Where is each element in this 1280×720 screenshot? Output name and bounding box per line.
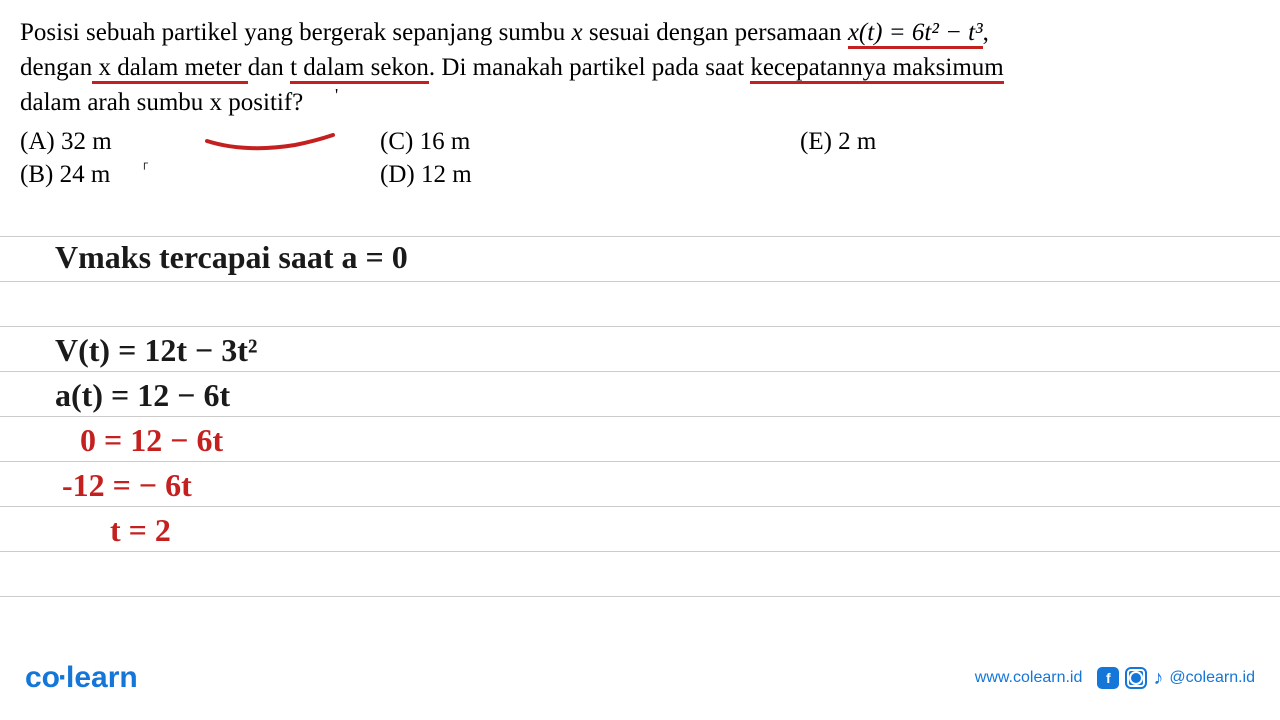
option-d: (D) 12 m <box>380 161 800 189</box>
footer-right: www.colearn.id f ♪ @colearn.id <box>975 667 1255 690</box>
logo-co: co <box>25 661 60 694</box>
hw-line-3: a(t) = 12 − 6t <box>55 377 230 414</box>
ruled-line <box>0 371 1280 372</box>
option-e: (E) 2 m <box>800 128 1000 156</box>
ruled-line <box>0 596 1280 597</box>
ruled-line <box>0 236 1280 237</box>
handwriting-area: Vmaks tercapai saat a = 0 V(t) = 12t − 3… <box>0 224 1280 634</box>
question-text: Posisi sebuah partikel yang bergerak sep… <box>20 15 1260 120</box>
hw-line-5: -12 = − 6t <box>62 467 192 504</box>
underline-swoosh-icon <box>205 133 335 158</box>
equation: x(t) = 6t² − t³ <box>848 19 983 49</box>
option-c: (C) 16 m <box>380 128 800 156</box>
underlined-1: x dalam meter <box>92 54 248 84</box>
social-icons: f ♪ @colearn.id <box>1097 667 1255 690</box>
q-text-5: . Di manakah partikel pada saat <box>429 54 750 81</box>
hw-line-1: Vmaks tercapai saat a = 0 <box>55 239 408 276</box>
underlined-3: kecepatannya maksimum <box>750 54 1003 84</box>
options-col-3: (E) 2 m <box>800 128 1000 189</box>
underlined-2: t dalam sekon <box>290 54 429 84</box>
hw-line-6: t = 2 <box>110 512 171 549</box>
q-text-3: dengan <box>20 54 92 81</box>
option-b: (B) 24 m <box>20 161 380 189</box>
logo: co·learn <box>25 661 138 695</box>
ruled-line <box>0 416 1280 417</box>
social-handle[interactable]: @colearn.id <box>1169 669 1255 687</box>
hw-line-2: V(t) = 12t − 3t² <box>55 332 257 369</box>
hw-line-4: 0 = 12 − 6t <box>80 422 223 459</box>
q-text-6: dalam arah sumbu x positif? <box>20 89 303 116</box>
tick-mark-icon: ' <box>335 85 338 106</box>
q-text-2: sesuai dengan persamaan <box>583 19 848 46</box>
ruled-line <box>0 281 1280 282</box>
options-col-2: (C) 16 m (D) 12 m <box>380 128 800 189</box>
q-text-4: dan <box>248 54 290 81</box>
facebook-icon[interactable]: f <box>1097 667 1119 689</box>
question-block: Posisi sebuah partikel yang bergerak sep… <box>0 0 1280 199</box>
logo-learn: learn <box>66 661 138 694</box>
ruled-line <box>0 326 1280 327</box>
ruled-line <box>0 461 1280 462</box>
q-text-1: Posisi sebuah partikel yang bergerak sep… <box>20 19 572 46</box>
website-link[interactable]: www.colearn.id <box>975 669 1083 687</box>
tiktok-icon[interactable]: ♪ <box>1153 667 1163 690</box>
instagram-icon[interactable] <box>1125 667 1147 689</box>
footer: co·learn www.colearn.id f ♪ @colearn.id <box>0 661 1280 695</box>
ruled-line <box>0 506 1280 507</box>
var-x: x <box>572 19 583 46</box>
small-mark-icon: ⸀ <box>142 157 150 179</box>
q-comma: , <box>983 19 989 46</box>
ruled-line <box>0 551 1280 552</box>
